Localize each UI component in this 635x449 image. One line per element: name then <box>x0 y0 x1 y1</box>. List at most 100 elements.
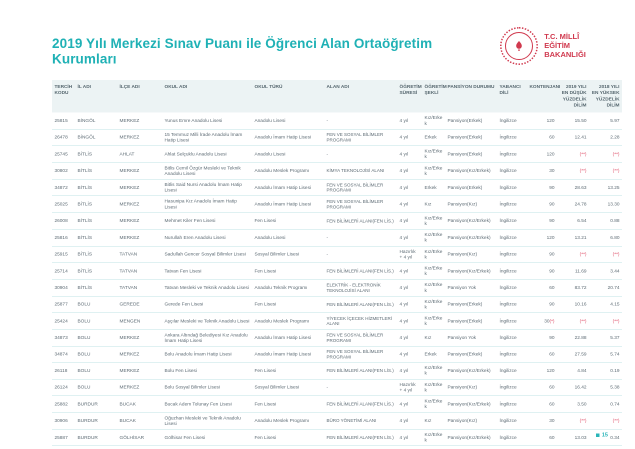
cell-yabanci-dili: İngilizce <box>497 112 527 130</box>
cell-pansiyon-durumu: Pansiyon(Kız/Erkek) <box>445 362 497 380</box>
cell-ogretim-sekli: Kız <box>422 412 445 430</box>
cell-dilim-2019: 22.88 <box>557 329 589 347</box>
cell-ogretim-suresi: 4 yıl <box>397 262 422 280</box>
page-number-value: 15 <box>601 432 608 438</box>
page-number-square-icon <box>595 433 600 437</box>
cell-okul-adi: Sadullah Gencer Sosyal Bilimler Lisesi <box>162 246 252 264</box>
cell-il-adi: BOLU <box>75 379 117 397</box>
cell-ogretim-suresi: 4 yıl <box>397 412 422 430</box>
cell-dilim-2019: 11.86 <box>557 445 589 449</box>
flame-icon <box>505 32 534 60</box>
cell-okul-adi: Aşçılar Mesleki ve Teknik Anadolu Lisesi <box>162 312 252 330</box>
cell-ogretim-sekli: Erkek <box>422 129 445 147</box>
cell-okul-adi: Hasunipa Kız Anadolu İmam Hatip Lisesi <box>162 195 252 213</box>
cell-tercih-kodu: 26118 <box>52 362 75 380</box>
cell-tercih-kodu: 26008 <box>52 212 75 230</box>
cell-ogretim-sekli: Kız/Erkek <box>422 112 445 130</box>
cell-okul-turu: Fen Lisesi <box>252 262 324 280</box>
cell-ilce-adi: MERKEZ <box>117 162 162 180</box>
cell-dilim-2019: (**) <box>557 312 589 330</box>
cell-dilim-2018: 4.15 <box>589 296 622 314</box>
cell-dilim-2019: 12.41 <box>557 129 589 147</box>
cell-alan-adi: - <box>324 145 397 163</box>
cell-kontenjan: 120 <box>527 362 557 380</box>
cell-okul-adi: Bolu Sosyal Bilimler Lisesi <box>162 379 252 397</box>
cell-pansiyon-durumu: Pansiyon(Erkek) <box>445 346 497 363</box>
cell-il-adi: BURDUR <box>75 429 117 447</box>
cell-okul-adi: Yunus Emre Anadolu Lisesi <box>162 112 252 130</box>
cell-il-adi: BİTLİS <box>75 162 117 180</box>
cell-kontenjan: 120 <box>527 145 557 163</box>
cell-dilim-2018: 5.38 <box>589 379 622 397</box>
cell-kontenjan: 90 <box>527 212 557 230</box>
table-row: 25816 BİTLİS MERKEZ Nurullah Eren Anadolu L… <box>52 229 622 247</box>
cell-okul-adi: Bolu Anadolu İmam Hatip Lisesi <box>162 346 252 363</box>
cell-kontenjan: 60 <box>527 279 557 297</box>
column-header-dilim-2018: 2018 YILI EN YÜKSEK YÜZDELİK DİLİM <box>589 80 622 113</box>
cell-ilce-adi: GÖLHİSAR <box>117 429 162 447</box>
cell-il-adi: BİTLİS <box>75 262 117 280</box>
cell-dilim-2019: 10.16 <box>557 296 589 314</box>
cell-ilce-adi: MERKEZ <box>117 195 162 213</box>
cell-dilim-2019: 83.72 <box>557 279 589 297</box>
cell-tercih-kodu: 26124 <box>52 379 75 397</box>
cell-ogretim-suresi: Hazırlık + 4 yıl <box>397 379 422 397</box>
table-row: 25424 BOLU MENGEN Aşçılar Mesleki ve Teknik… <box>52 312 622 330</box>
cell-ogretim-sekli: Kız/Erkek <box>422 362 445 380</box>
cell-alan-adi: FEN BİLİMLERİ ALANI(FEN LİS.) <box>324 362 397 380</box>
column-header-okul-turu: OKUL TÜRÜ <box>252 80 324 113</box>
column-header-il-adi: İL ADI <box>75 80 117 113</box>
cell-pansiyon-durumu: Pansiyon(Erkek) <box>445 296 497 314</box>
cell-alan-adi: FEN BİLİMLERİ ALANI(FEN LİS.) <box>324 212 397 230</box>
cell-il-adi: BİTLİS <box>75 145 117 163</box>
cell-il-adi: BİTLİS <box>75 246 117 264</box>
cell-okul-adi: Mehmet Kiler Fen Lisesi <box>162 212 252 230</box>
cell-alan-adi: FEN VE SOSYAL BİLİMLER PROGRAMI <box>324 129 397 147</box>
cell-okul-turu: Anadolu Lisesi <box>252 229 324 247</box>
cell-dilim-2018: 4.70 <box>589 445 622 449</box>
cell-ogretim-suresi: Hazırlık + 4 yıl <box>397 246 422 264</box>
ministry-name-line1: T.C. MİLLÎ EĞİTİM <box>544 32 580 51</box>
cell-ogretim-sekli: Kız/Erkek <box>422 229 445 247</box>
cell-ogretim-suresi: 4 yıl <box>397 445 422 449</box>
cell-okul-adi: 15 Temmuz Milli İrade Anadolu İmam Hatip… <box>162 129 252 147</box>
cell-tercih-kodu: 25714 <box>52 262 75 280</box>
cell-kontenjan: 60 <box>527 346 557 363</box>
cell-kontenjan: 30 <box>527 412 557 430</box>
cell-dilim-2019: 13.03 <box>557 429 589 447</box>
cell-okul-turu: Anadolu İmam Hatip Lisesi <box>252 195 324 213</box>
cell-dilim-2019: 24.78 <box>557 195 589 213</box>
cell-ogretim-suresi: 4 yıl <box>397 329 422 347</box>
cell-tercih-kodu: 25887 <box>52 429 75 447</box>
table-row: 25915 BİTLİS TATVAN Sadullah Gencer Sosyal … <box>52 246 622 264</box>
cell-dilim-2019: 16.42 <box>557 379 589 397</box>
cell-tercih-kodu: 25424 <box>52 312 75 330</box>
cell-pansiyon-durumu: Pansiyon(Kız) <box>445 379 497 397</box>
cell-yabanci-dili: İngilizce <box>497 179 527 197</box>
cell-il-adi: BOLU <box>75 296 117 314</box>
table-row: 34873 BOLU MERKEZ Ankara Altındağ Belediyes… <box>52 329 622 347</box>
document-header: 2019 Yılı Merkezi Sınav Puanı ile Öğrenc… <box>0 0 635 67</box>
cell-ogretim-suresi: 4 yıl <box>397 279 422 297</box>
cell-yabanci-dili: İngilizce <box>497 412 527 430</box>
cell-yabanci-dili: İngilizce <box>497 312 527 330</box>
cell-okul-turu: Anadolu Meslek Programı <box>252 412 324 430</box>
cell-okul-adi: Tatvan Mesleki ve Teknik Anadolu Lisesi <box>162 279 252 297</box>
cell-okul-turu: Sosyal Bilimler Lisesi <box>252 379 324 397</box>
cell-ogretim-sekli: Kız/Erkek <box>422 312 445 330</box>
cell-pansiyon-durumu: Pansiyon(Kız) <box>445 412 497 430</box>
cell-ilce-adi: AHLAT <box>117 145 162 163</box>
cell-tercih-kodu: 25915 <box>52 246 75 264</box>
cell-ogretim-sekli: Kız/Erkek <box>422 145 445 163</box>
cell-okul-adi: Bucak Adem Tolunay Fen Lisesi <box>162 395 252 413</box>
cell-kontenjan: 90 <box>527 179 557 197</box>
cell-pansiyon-durumu: Pansiyon(Kız/Erkek) <box>445 445 497 449</box>
cell-dilim-2018: 0.88 <box>589 212 622 230</box>
cell-tercih-kodu: 34874 <box>52 346 75 363</box>
meb-logo: T.C. MİLLÎ EĞİTİM BAKANLIĞI <box>500 27 607 65</box>
cell-kontenjan: 90 <box>527 296 557 314</box>
cell-pansiyon-durumu: Pansiyon(Kız/Erkek) <box>445 229 497 247</box>
cell-pansiyon-durumu: Pansiyon(Erkek) <box>445 312 497 330</box>
cell-ogretim-sekli: Kız/Erkek <box>422 212 445 230</box>
column-header-yabanci-dili: YABANCI DİLİ <box>497 80 527 113</box>
